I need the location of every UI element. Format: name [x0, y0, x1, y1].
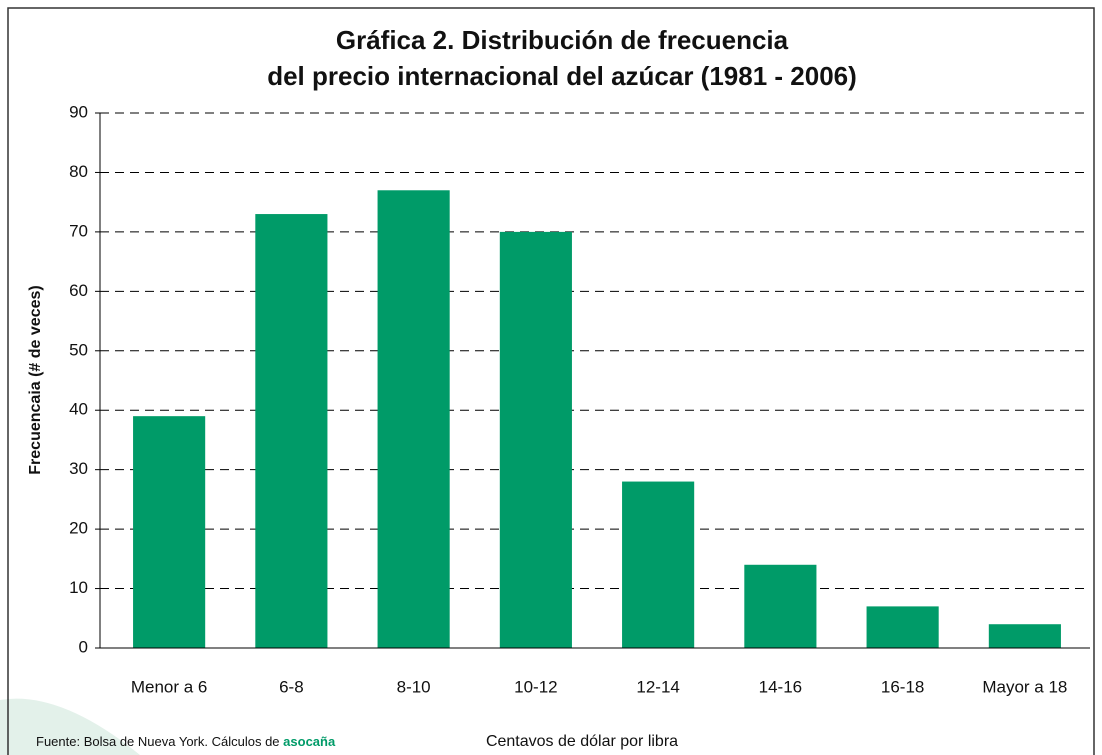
x-tick-label: 14-16 [759, 677, 802, 696]
x-tick-label: 10-12 [514, 677, 557, 696]
y-tick-label: 70 [69, 221, 88, 240]
x-tick-label: Menor a 6 [131, 677, 208, 696]
y-tick-label: 80 [69, 162, 88, 181]
bar [133, 416, 206, 648]
frame [7, 7, 1095, 755]
y-tick-label: 90 [69, 102, 88, 121]
y-tick-label: 40 [69, 400, 88, 419]
source-note: Fuente: Bolsa de Nueva York. Cálculos de… [36, 734, 336, 749]
x-tick-label: 16-18 [881, 677, 924, 696]
decoration [0, 698, 140, 755]
x-tick-label: 6-8 [279, 677, 304, 696]
chart-title: del precio internacional del azúcar (198… [267, 61, 857, 91]
x-tick-label: Mayor a 18 [982, 677, 1067, 696]
y-tick-label: 30 [69, 459, 88, 478]
x-tick-label: 8-10 [397, 677, 431, 696]
y-tick-label: 10 [69, 578, 88, 597]
bar [499, 231, 572, 648]
bar [744, 564, 817, 648]
y-tick-label: 60 [69, 281, 88, 300]
source-brand: asocaña [283, 734, 336, 749]
bar [988, 624, 1061, 648]
y-axis-title: Frecuencaia (# de veces) [27, 285, 44, 474]
x-tick-label: 12-14 [636, 677, 679, 696]
y-tick-label: 20 [69, 519, 88, 538]
chart-title: Gráfica 2. Distribución de frecuencia [336, 25, 789, 55]
y-tick-label: 0 [79, 637, 88, 656]
source-text: Fuente: Bolsa de Nueva York. Cálculos de [36, 734, 280, 749]
bar [866, 606, 939, 648]
bar [377, 190, 450, 648]
bar [255, 214, 328, 649]
y-tick-label: 50 [69, 340, 88, 359]
bar [622, 481, 695, 648]
x-axis-title: Centavos de dólar por libra [486, 733, 678, 750]
